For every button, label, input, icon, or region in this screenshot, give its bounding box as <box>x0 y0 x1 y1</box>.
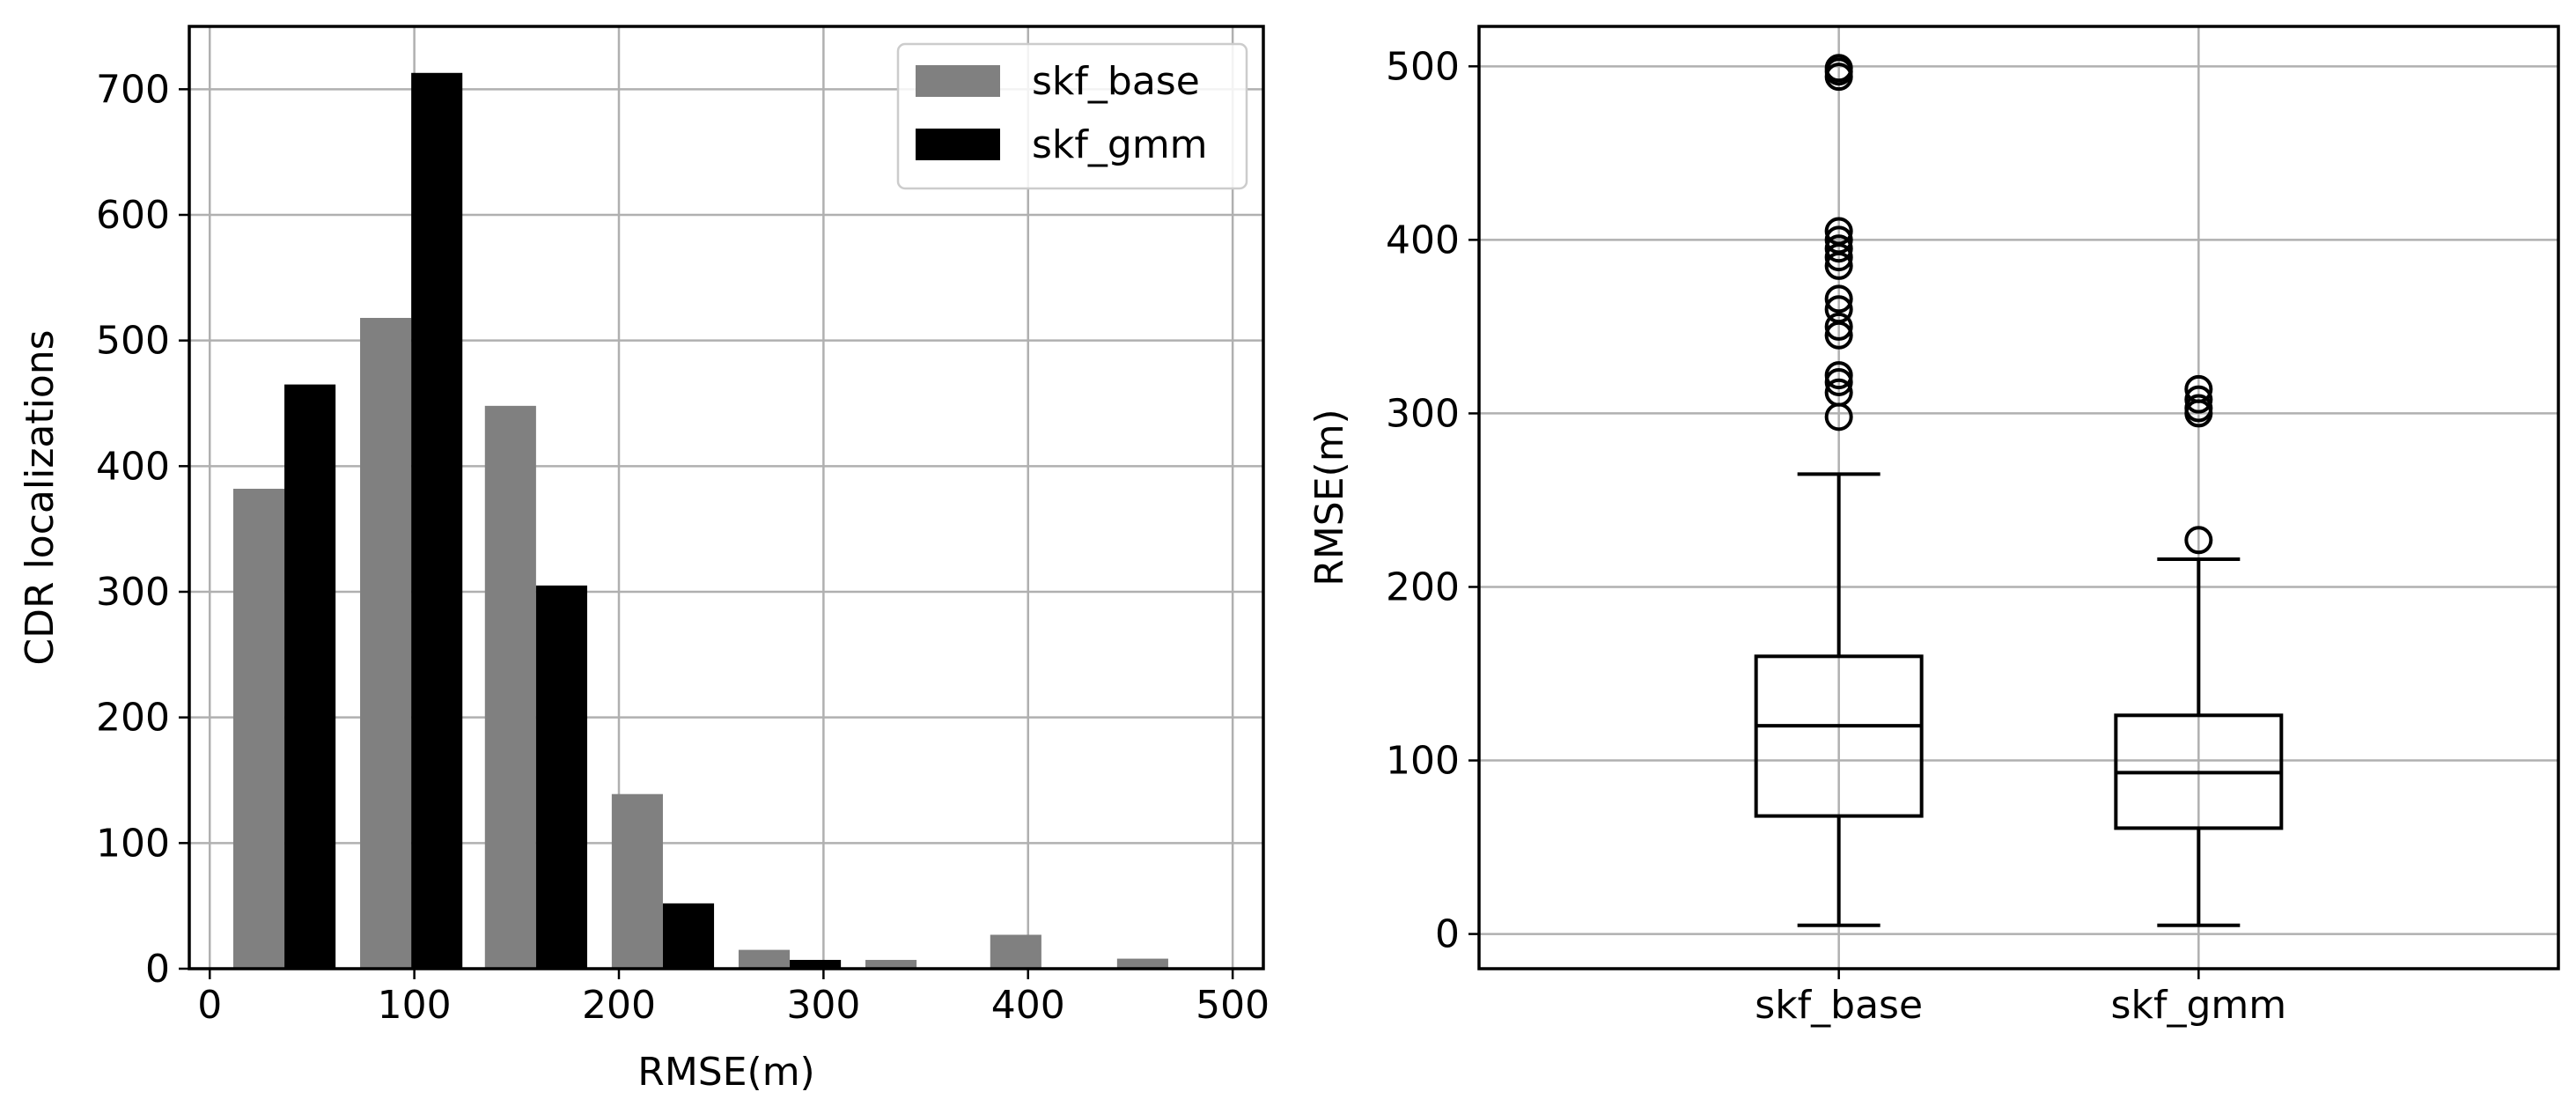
bar-skf_base <box>738 949 791 969</box>
outlier-point <box>1824 234 1853 263</box>
y-tick-label: 500 <box>96 319 170 364</box>
outlier-point <box>1824 284 1853 314</box>
y-tick-label: 400 <box>96 444 170 489</box>
outlier-point <box>1824 361 1853 390</box>
y-tick-label: 100 <box>1386 739 1460 784</box>
x-tick-label: 400 <box>991 983 1065 1028</box>
outlier-point <box>1824 367 1853 396</box>
outlier-point <box>2184 374 2213 403</box>
x-tick-label: 200 <box>582 983 656 1028</box>
y-tick-label: 300 <box>1386 391 1460 436</box>
x-tick-label: skf_gmm <box>2111 983 2287 1028</box>
bar-skf_base <box>484 405 536 969</box>
legend-swatch-skf_base <box>916 65 1000 97</box>
outlier-point <box>2184 385 2213 414</box>
y-tick-label: 700 <box>96 67 170 112</box>
x-tick-label: 100 <box>378 983 452 1028</box>
bar-skf_base <box>611 793 663 969</box>
bar-skf_base <box>1116 958 1168 969</box>
outlier-point <box>2184 526 2213 555</box>
box-skf_base <box>1754 54 1924 927</box>
bar-skf_gmm <box>790 960 842 969</box>
outlier-point <box>1824 54 1853 83</box>
bar-skf_base <box>865 960 917 969</box>
plot-frame <box>1477 25 2560 970</box>
bar-skf_base <box>990 934 1041 969</box>
legend-swatch-skf_gmm <box>916 129 1000 160</box>
bar-skf_base <box>232 489 285 969</box>
x-tick-label: 0 <box>197 983 222 1028</box>
legend-label-skf_base: skf_base <box>1032 59 1200 104</box>
y-tick-label: 300 <box>96 570 170 615</box>
y-tick-label: 0 <box>145 947 170 992</box>
outlier-point <box>2184 394 2213 423</box>
outlier-point <box>1824 378 1853 407</box>
x-tick-label: 500 <box>1196 983 1270 1028</box>
legend: skf_base skf_gmm <box>896 42 1248 190</box>
boxplot-panel: skf_base skf_gmm 0 100 200 300 400 500 RMSE(m) <box>1307 25 2560 1028</box>
y-tick-label: 200 <box>1386 564 1460 609</box>
y-tick-label: 200 <box>96 696 170 741</box>
outlier-point <box>1824 312 1853 341</box>
legend-label-skf_gmm: skf_gmm <box>1032 122 1208 167</box>
bar-skf_gmm <box>411 72 463 969</box>
plot-frame <box>188 25 1265 970</box>
x-tick-label: skf_base <box>1755 983 1923 1028</box>
y-tick-label: 500 <box>1386 44 1460 89</box>
y-tick-label: 100 <box>96 821 170 866</box>
x-axis-label: RMSE(m) <box>637 1050 814 1095</box>
box-skf_gmm <box>2114 374 2284 927</box>
bar-skf_base <box>360 317 412 969</box>
outlier-point <box>1824 295 1853 324</box>
bar-skf_gmm <box>284 384 336 970</box>
bar-skf_gmm <box>662 903 715 969</box>
outlier-point <box>1824 217 1853 246</box>
x-tick-label: 300 <box>786 983 860 1028</box>
y-tick-label: 600 <box>96 193 170 238</box>
box-iqr <box>1754 654 1924 818</box>
y-axis-label: RMSE(m) <box>1307 409 1352 586</box>
outlier-point <box>1824 225 1853 255</box>
histogram-panel: 0 100 200 300 400 500 0 100 200 300 400 500 600 700 RM… <box>18 25 1270 1095</box>
y-tick-label: 0 <box>1435 912 1460 957</box>
bar-skf_gmm <box>535 585 587 969</box>
y-axis-label: CDR localizations <box>18 329 63 665</box>
y-tick-label: 400 <box>1386 218 1460 262</box>
